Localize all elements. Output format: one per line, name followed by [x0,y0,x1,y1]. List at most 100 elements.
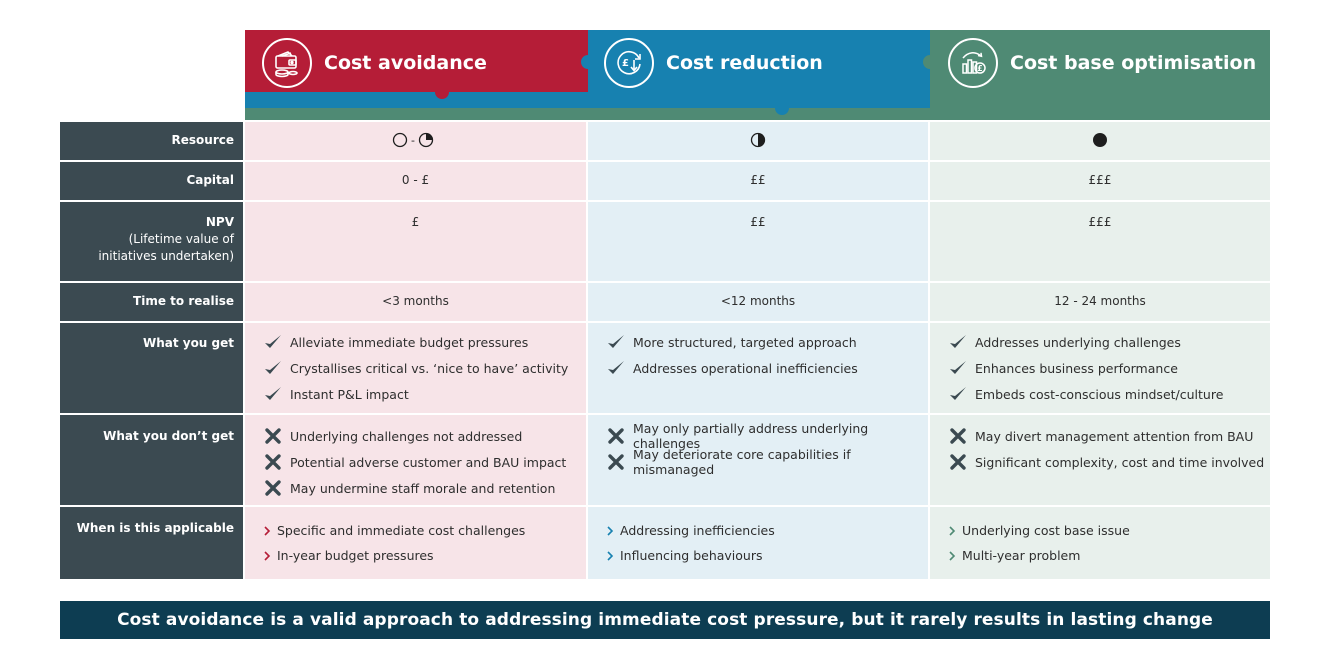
time-value: <3 months [382,294,449,308]
item-text: Addressing inefficiencies [620,523,775,538]
list-item: Influencing behaviours [606,543,928,568]
item-text: In-year budget pressures [277,548,434,563]
dont-get-cell-optimisation: May divert management attention from BAU… [930,415,1270,505]
capital-cell-avoidance: 0 - £ [245,162,586,200]
item-text: May divert management attention from BAU [975,428,1254,444]
harvey-ball-empty [392,132,407,148]
list-item: Underlying cost base issue [948,518,1270,543]
list-item: Addresses operational inefficiencies [606,355,928,381]
capital-value: £££ [1088,173,1112,187]
time-value: 12 - 24 months [1054,294,1146,308]
row-label-capital: Capital [60,162,243,200]
harvey-ball-full [1093,133,1107,147]
time-cell-optimisation: 12 - 24 months [930,283,1270,321]
header-shapes [245,30,1270,120]
cross-icon [950,428,966,444]
row-label-text: Capital [186,173,234,187]
chevron-right-icon [949,525,956,536]
cost-avoidance-header-shape [245,30,588,99]
checkmark-icon [608,361,624,374]
get-cell-avoidance: Alleviate immediate budget pressures Cry… [245,323,586,413]
cross-icon [950,454,966,470]
list-item: Significant complexity, cost and time in… [948,449,1270,475]
npv-value: £££ [1088,215,1112,229]
conclusion-text: Cost avoidance is a valid approach to ad… [117,610,1213,630]
item-text: Specific and immediate cost challenges [277,523,526,538]
npv-cell-optimisation: £££ [930,202,1270,281]
row-label-what-you-dont-get: What you don’t get [60,415,243,505]
wallet-coins-icon [262,38,312,88]
item-text: Enhances business performance [975,360,1178,376]
row-label-text: NPV [205,215,234,229]
dont-get-cell-reduction: May only partially address underlying ch… [588,415,928,505]
resource-harvey-balls: - [392,132,433,148]
time-cell-avoidance: <3 months [245,283,586,321]
list-item: Crystallises critical vs. ‘nice to have’… [263,355,586,381]
item-text: Embeds cost-conscious mindset/culture [975,386,1224,402]
cost-avoidance-header: Cost avoidance [262,38,487,88]
checkmark-icon [950,335,966,348]
dont-get-cell-avoidance: Underlying challenges not addressed Pote… [245,415,586,505]
list-item: Instant P&L impact [263,381,586,407]
get-cell-reduction: More structured, targeted approach Addre… [588,323,928,413]
cross-icon [265,480,281,496]
chevron-right-icon [264,525,271,536]
harvey-ball-half [750,132,766,148]
list-item: May only partially address underlying ch… [606,421,928,451]
cost-avoidance-title: Cost avoidance [324,52,487,74]
applicable-cell-optimisation: Underlying cost base issue Multi-year pr… [930,507,1270,579]
item-text: May only partially address underlying ch… [633,421,869,451]
list-item: Underlying challenges not addressed [263,423,586,449]
row-label-text: What you get [142,336,234,350]
item-text: Alleviate immediate budget pressures [290,334,529,350]
list-item: Alleviate immediate budget pressures [263,329,586,355]
item-text: Potential adverse customer and BAU impac… [290,454,567,470]
row-label-text: When is this applicable [76,521,234,535]
item-text: May undermine staff morale and retention [290,480,556,496]
resource-cell-avoidance: - [245,122,586,160]
chevron-right-icon [607,525,614,536]
cost-base-optimisation-title: Cost base optimisation [1010,52,1257,74]
checkmark-icon [950,387,966,400]
list-item: In-year budget pressures [263,543,586,568]
list-item: Enhances business performance [948,355,1270,381]
item-text: Underlying cost base issue [962,523,1130,538]
capital-cell-reduction: ££ [588,162,928,200]
list-item: Specific and immediate cost challenges [263,518,586,543]
npv-value: £ [411,215,420,229]
checkmark-icon [950,361,966,374]
pound-down-arrow-icon: £ [604,38,654,88]
list-item: Potential adverse customer and BAU impac… [263,449,586,475]
list-item: More structured, targeted approach [606,329,928,355]
cross-icon [265,428,281,444]
resource-separator: - [411,134,415,147]
row-label-what-you-get: What you get [60,323,243,413]
cross-icon [608,454,624,470]
checkmark-icon [265,361,281,374]
applicable-cell-avoidance: Specific and immediate cost challenges I… [245,507,586,579]
item-text: Influencing behaviours [620,548,763,563]
row-sublabel: (Lifetime value of [128,232,234,246]
item-text: Addresses underlying challenges [975,334,1181,350]
cross-icon [265,454,281,470]
cost-base-optimisation-header: £ Cost base optimisation [948,38,1256,88]
row-label-time: Time to realise [60,283,243,321]
resource-cell-optimisation [930,122,1270,160]
checkmark-icon [608,335,624,348]
get-cell-optimisation: Addresses underlying challenges Enhances… [930,323,1270,413]
list-item: May deteriorate core capabilities if mis… [606,447,928,477]
cost-reduction-title: Cost reduction [666,52,823,74]
row-label-text: What you don’t get [103,429,234,443]
conclusion-banner: Cost avoidance is a valid approach to ad… [60,601,1270,639]
row-label-text: Time to realise [133,294,234,308]
svg-text:£: £ [977,64,982,73]
applicable-cell-reduction: Addressing inefficiencies Influencing be… [588,507,928,579]
list-item: May undermine staff morale and retention [263,475,586,501]
row-sublabel: initiatives undertaken) [98,249,234,263]
time-value: <12 months [720,294,796,308]
row-label-resource: Resource [60,122,243,160]
npv-cell-avoidance: £ [245,202,586,281]
npv-value: ££ [750,215,766,229]
checkmark-icon [265,387,281,400]
item-text: Addresses operational inefficiencies [633,360,858,376]
